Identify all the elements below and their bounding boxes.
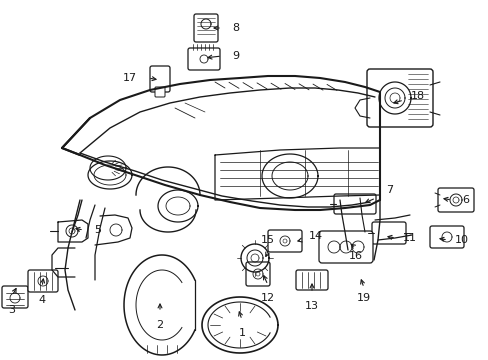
Text: 18: 18 [410, 91, 424, 101]
FancyBboxPatch shape [318, 231, 372, 263]
FancyBboxPatch shape [333, 194, 375, 214]
FancyBboxPatch shape [150, 66, 170, 92]
FancyBboxPatch shape [267, 230, 302, 252]
FancyBboxPatch shape [371, 222, 405, 244]
Text: 10: 10 [454, 235, 468, 245]
Text: 7: 7 [386, 185, 393, 195]
FancyBboxPatch shape [366, 69, 432, 127]
FancyBboxPatch shape [155, 87, 164, 97]
FancyBboxPatch shape [429, 226, 463, 248]
Text: 12: 12 [261, 293, 274, 303]
Text: 16: 16 [348, 251, 362, 261]
Text: 15: 15 [261, 235, 274, 245]
Text: 19: 19 [356, 293, 370, 303]
Text: 14: 14 [308, 231, 323, 241]
FancyBboxPatch shape [295, 270, 327, 290]
Text: 17: 17 [122, 73, 137, 83]
FancyBboxPatch shape [194, 14, 218, 42]
Text: 4: 4 [39, 295, 45, 305]
FancyBboxPatch shape [187, 48, 220, 70]
Text: 5: 5 [94, 225, 102, 235]
Text: 13: 13 [305, 301, 318, 311]
Text: 1: 1 [238, 328, 245, 338]
FancyBboxPatch shape [245, 262, 269, 286]
Text: 8: 8 [232, 23, 239, 33]
Text: 11: 11 [402, 233, 416, 243]
FancyBboxPatch shape [28, 270, 58, 292]
Text: 9: 9 [232, 51, 239, 61]
Text: 6: 6 [462, 195, 468, 205]
Text: 3: 3 [8, 305, 16, 315]
FancyBboxPatch shape [437, 188, 473, 212]
Text: 2: 2 [156, 320, 163, 330]
FancyBboxPatch shape [2, 286, 28, 308]
